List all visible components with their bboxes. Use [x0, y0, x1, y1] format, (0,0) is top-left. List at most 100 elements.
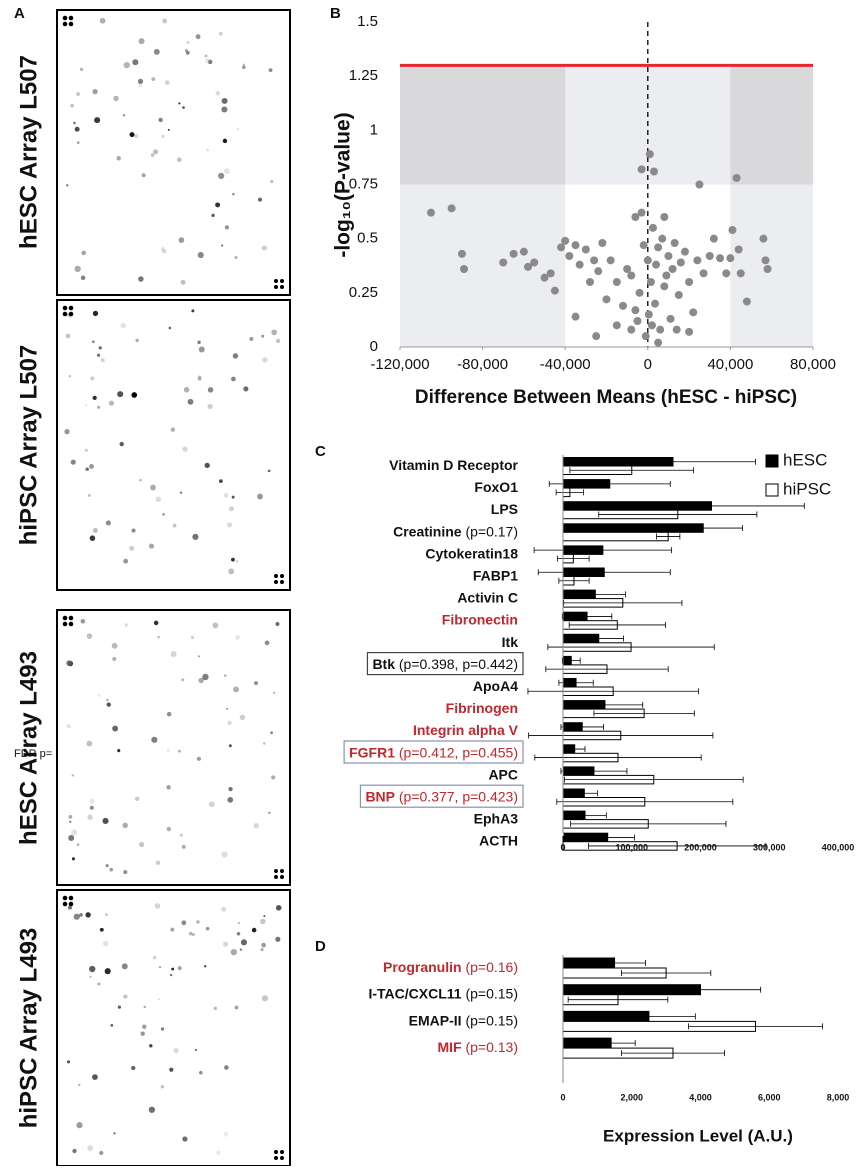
array-spot [123, 994, 127, 998]
array-spot [125, 623, 128, 626]
point [695, 181, 703, 189]
array-spot [231, 558, 235, 562]
array-spot [162, 513, 164, 515]
array-spot [254, 823, 259, 828]
point [660, 213, 668, 221]
array-spot [109, 868, 113, 872]
array-spot [81, 251, 86, 256]
point [662, 272, 670, 280]
array-spot [228, 568, 234, 574]
point [613, 278, 621, 286]
array-spot [155, 903, 161, 909]
array-spot [241, 939, 247, 945]
array-panel: hESC Array L507 hiPSC Array L507 hESC Ar… [14, 10, 290, 1166]
array-spot [69, 616, 74, 621]
array-spot [205, 55, 208, 58]
array-spot [64, 429, 69, 434]
array-spot [270, 731, 273, 734]
y-tick-label: 0.25 [349, 284, 378, 301]
point [448, 204, 456, 212]
array-spot [135, 339, 138, 342]
array-spot [265, 640, 270, 645]
array-spot [179, 237, 185, 243]
category-label: ApoA4 [473, 678, 518, 694]
array-spot [178, 750, 181, 753]
array-spot [276, 339, 280, 343]
array-spot [261, 335, 264, 338]
array-spot [227, 721, 231, 725]
array-spot [123, 870, 127, 874]
array-spot [221, 244, 223, 246]
category-note: (p=0.15) [462, 985, 518, 1001]
array-spot [69, 16, 74, 21]
array-spot [124, 62, 130, 68]
array-spot [268, 812, 270, 814]
array-spot [222, 98, 228, 104]
array-spot [63, 306, 68, 311]
array-spot [66, 724, 70, 728]
array-spot [63, 902, 68, 907]
array-spot [186, 51, 190, 55]
array-spot [191, 636, 194, 639]
array-spot [184, 387, 190, 393]
x-axis-label: Expression Level (A.U.) [603, 1126, 793, 1145]
array-spot [187, 41, 190, 44]
y-axis-label: -log₁₀(P-value) [332, 112, 355, 257]
array-spot [180, 834, 183, 837]
array-spot [76, 92, 80, 96]
array-spot [198, 655, 200, 657]
category-name: Btk [372, 656, 395, 672]
array-spot [208, 387, 214, 393]
array-spot [171, 651, 177, 657]
array-spot [87, 633, 93, 639]
x-tick-label: -120,000 [370, 356, 429, 373]
array-spot [280, 875, 284, 879]
array-spot [85, 912, 90, 917]
point [716, 254, 724, 262]
array-spot [149, 1044, 152, 1047]
point [510, 250, 518, 258]
array-spot [98, 694, 101, 697]
array-spot [224, 168, 230, 174]
array-spot [112, 726, 118, 732]
array-spot [101, 358, 105, 362]
category-name: MIF [437, 1039, 462, 1055]
array-spot [138, 276, 144, 282]
array-label: hiPSC Array L493 [15, 928, 42, 1129]
array-spot [219, 32, 223, 36]
point [735, 246, 743, 254]
array-spot [192, 534, 198, 540]
array-spot [120, 442, 124, 446]
array-spot [89, 464, 94, 469]
array-spot [72, 1149, 76, 1153]
x-tick-label: 8,000 [827, 1092, 850, 1102]
array-spot [69, 22, 74, 27]
array-spot [63, 312, 68, 317]
point [654, 243, 662, 251]
array-spot [100, 928, 104, 932]
array-spot [242, 66, 246, 70]
panel-label: A [14, 5, 25, 22]
point [646, 150, 654, 158]
array-spot [106, 520, 111, 525]
array-spot [276, 905, 282, 911]
array-spot [198, 377, 202, 381]
array-spot [237, 128, 239, 130]
array-spot [90, 535, 96, 541]
array-spot [85, 449, 88, 452]
array-spot [102, 818, 108, 824]
x-tick-label: 100,000 [615, 842, 648, 852]
array-spot [89, 976, 91, 978]
array-spot [103, 941, 108, 946]
array-spot [205, 463, 210, 468]
stray-text: FDR p= [14, 748, 52, 760]
array-spot [207, 149, 209, 151]
point [648, 321, 656, 329]
point [499, 259, 507, 267]
category-note: (p=0.15) [462, 1012, 518, 1028]
point [650, 168, 658, 176]
point [638, 165, 646, 173]
y-tick-label: 0.5 [357, 230, 378, 247]
point [710, 235, 718, 243]
array-spot [274, 279, 278, 283]
